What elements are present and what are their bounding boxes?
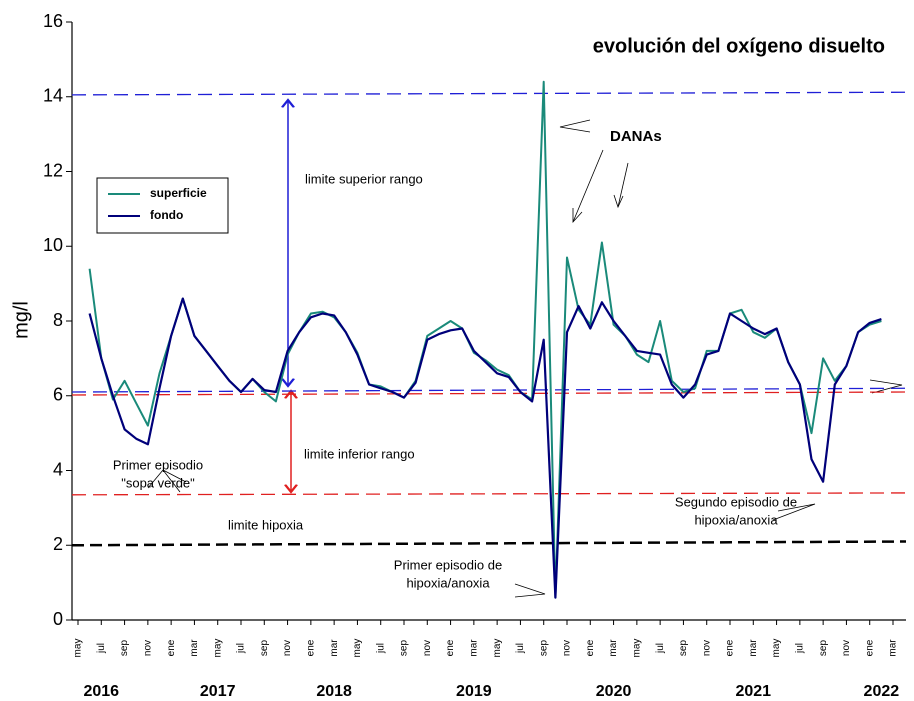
x-tick-label: may [771,639,782,658]
x-tick-label: mar [468,639,479,657]
x-tick-label: ene [166,639,177,656]
legend-label: superficie [150,186,207,200]
x-tick-label: ene [305,639,316,656]
year-label: 2018 [316,683,352,700]
y-axis-label: mg/l [10,301,32,339]
x-tick-label: mar [608,639,619,657]
reference-line [71,492,907,496]
x-tick-label: jul [236,643,247,654]
y-tick-label: 14 [43,86,63,106]
x-tick-label: sep [538,640,549,657]
x-tick-label: nov [562,640,573,656]
x-tick-label: jul [794,643,805,654]
y-tick-label: 8 [53,310,63,330]
x-tick-label: sep [818,640,829,657]
y-tick-label: 0 [53,609,63,629]
annotation: limite hipoxia [228,517,304,532]
x-tick-label: jul [655,643,666,654]
annotation-pointers [147,119,903,598]
x-tick-label: sep [119,640,130,657]
reference-line [71,391,907,396]
x-tick-label: sep [678,640,689,657]
year-label: 2019 [456,683,492,700]
y-tick-label: 6 [53,385,63,405]
annotation: limite superior rango [305,171,423,186]
annotation: Segundo episodio de [675,494,797,509]
annotation: DANAs [610,128,662,145]
y-tick-label: 16 [43,11,63,31]
x-tick-label: ene [725,639,736,656]
x-tick-label: ene [864,639,875,656]
x-tick-label: nov [282,640,293,656]
x-tick-label: jul [375,643,386,654]
x-tick-label: ene [445,639,456,656]
x-tick-label: mar [748,639,759,657]
annotation: "sopa verde" [121,475,195,490]
y-tick-label: 10 [43,235,63,255]
x-tick-label: may [492,639,503,658]
legend-box [96,177,229,234]
x-tick-label: sep [399,640,410,657]
annotation: Primer episodio de [394,557,502,572]
y-tick-label: 12 [43,160,63,180]
x-tick-label: may [631,639,642,658]
x-tick-label: jul [515,643,526,654]
annotation: Primer episodio [113,457,203,472]
reference-line [71,387,907,393]
x-tick-label: nov [841,640,852,656]
reference-line [71,91,907,96]
year-label: 2021 [735,683,771,700]
x-tick-label: nov [701,640,712,656]
year-label: 2016 [83,683,119,700]
x-tick-label: jul [96,643,107,654]
year-label: 2020 [596,683,632,700]
year-label: 2017 [200,683,236,700]
y-tick-label: 2 [53,534,63,554]
chart-title: evolución del oxígeno disuelto [593,35,885,57]
annotation: hipoxia/anoxia [406,575,490,590]
x-tick-label: mar [888,639,899,657]
legend-label: fondo [150,208,183,222]
x-tick-label: may [73,639,84,658]
year-label: 2022 [864,683,900,700]
x-tick-label: nov [422,640,433,656]
x-tick-label: mar [329,639,340,657]
reference-line [71,540,907,547]
x-tick-label: ene [585,639,596,656]
annotation: limite inferior rango [304,446,415,461]
x-tick-label: nov [142,640,153,656]
annotation: hipoxia/anoxia [694,512,778,527]
y-tick-label: 4 [53,459,63,479]
x-tick-label: mar [189,639,200,657]
series-line [88,297,882,599]
x-tick-label: may [352,639,363,658]
x-tick-label: may [212,639,223,658]
x-tick-label: sep [259,640,270,657]
